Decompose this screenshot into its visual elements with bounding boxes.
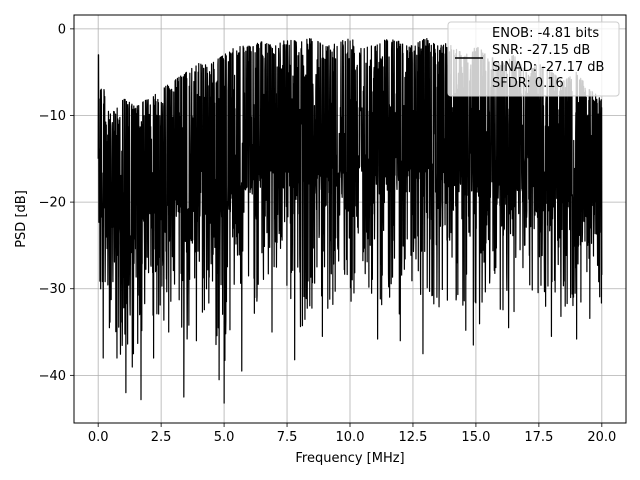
legend: ENOB: -4.81 bits SNR: -27.15 dB SINAD: -… [447,21,620,97]
x-axis-label: Frequency [MHz] [295,451,404,466]
x-tick-label: 15.0 [461,430,490,445]
x-tick-label: 20.0 [587,430,616,445]
y-tick-label: −30 [39,282,66,297]
y-axis-label: PSD [dB] [14,190,29,248]
y-tick-label: −20 [39,196,66,211]
legend-enob: ENOB: -4.81 bits [492,26,599,41]
y-tick-label: −10 [39,109,66,124]
x-tick-label: 2.5 [151,430,172,445]
y-tick-label: 0 [58,22,66,37]
psd-series [97,37,603,404]
x-tick-label: 0.0 [88,430,109,445]
y-tick-label: −40 [39,369,66,384]
x-tick-label: 5.0 [214,430,235,445]
psd-line [97,37,603,404]
legend-sfdr: SFDR: 0.16 [492,76,564,91]
x-tick-label: 10.0 [336,430,365,445]
y-axis-ticks: 0 −10 −20 −30 −40 [39,22,74,384]
x-tick-label: 7.5 [277,430,298,445]
legend-snr: SNR: -27.15 dB [492,43,590,58]
legend-sinad: SINAD: -27.17 dB [492,60,604,75]
legend-box [447,21,620,97]
x-axis-ticks: 0.0 2.5 5.0 7.5 10.0 12.5 15.0 17.5 20.0 [88,423,616,445]
x-tick-label: 12.5 [398,430,427,445]
x-tick-label: 17.5 [524,430,553,445]
